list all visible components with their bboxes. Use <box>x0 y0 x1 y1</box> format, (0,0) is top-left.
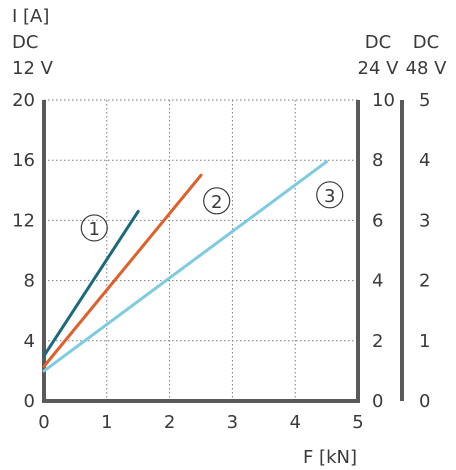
series-labels: 1 2 3 <box>81 182 343 241</box>
x-tick-label: 0 <box>38 412 49 433</box>
grid <box>44 100 358 401</box>
x-tick-label: 2 <box>164 412 175 433</box>
y-tick-label-12v: 8 <box>24 271 35 292</box>
series-lines <box>44 162 327 371</box>
y-tick-label-12v: 12 <box>12 210 35 231</box>
y-tick-label-48v: 5 <box>419 90 430 111</box>
y-tick-label-24v: 6 <box>372 210 383 231</box>
y-tick-label-48v: 3 <box>419 210 430 231</box>
y-tick-label-12v: 20 <box>12 90 35 111</box>
series-label-3: 3 <box>324 186 335 207</box>
y-tick-label-24v: 2 <box>372 331 383 352</box>
axis-24v-header-line-2: 24 V <box>358 58 400 79</box>
x-axis-label: F [kN] <box>303 447 357 468</box>
y-tick-label-24v: 0 <box>372 391 383 412</box>
axis-48v-header-line-1: DC <box>413 32 439 53</box>
x-tick-label: 3 <box>227 412 238 433</box>
x-tick-label: 4 <box>289 412 300 433</box>
y-tick-label-24v: 10 <box>372 90 395 111</box>
y-axis-label-line-1: I [A] <box>12 6 49 27</box>
y-tick-label-48v: 2 <box>419 271 430 292</box>
axis-48v-header-line-2: 48 V <box>406 58 448 79</box>
y-tick-label-12v: 16 <box>12 150 35 171</box>
y-tick-label-12v: 4 <box>24 331 35 352</box>
x-tick-label: 1 <box>101 412 112 433</box>
axes <box>42 100 402 403</box>
x-tick-label: 5 <box>352 412 363 433</box>
axis-24v-header-line-1: DC <box>365 32 391 53</box>
y-axis-label-line-3: 12 V <box>12 58 54 79</box>
y-tick-label-24v: 8 <box>372 150 383 171</box>
y-tick-label-48v: 0 <box>419 391 430 412</box>
y-tick-label-12v: 0 <box>24 391 35 412</box>
y-tick-label-48v: 1 <box>419 331 430 352</box>
y-axis-label-line-2: DC <box>12 32 38 53</box>
y-tick-label-48v: 4 <box>419 150 430 171</box>
series-label-1: 1 <box>89 219 100 240</box>
y-tick-label-24v: 4 <box>372 271 383 292</box>
series-label-2: 2 <box>211 192 222 213</box>
